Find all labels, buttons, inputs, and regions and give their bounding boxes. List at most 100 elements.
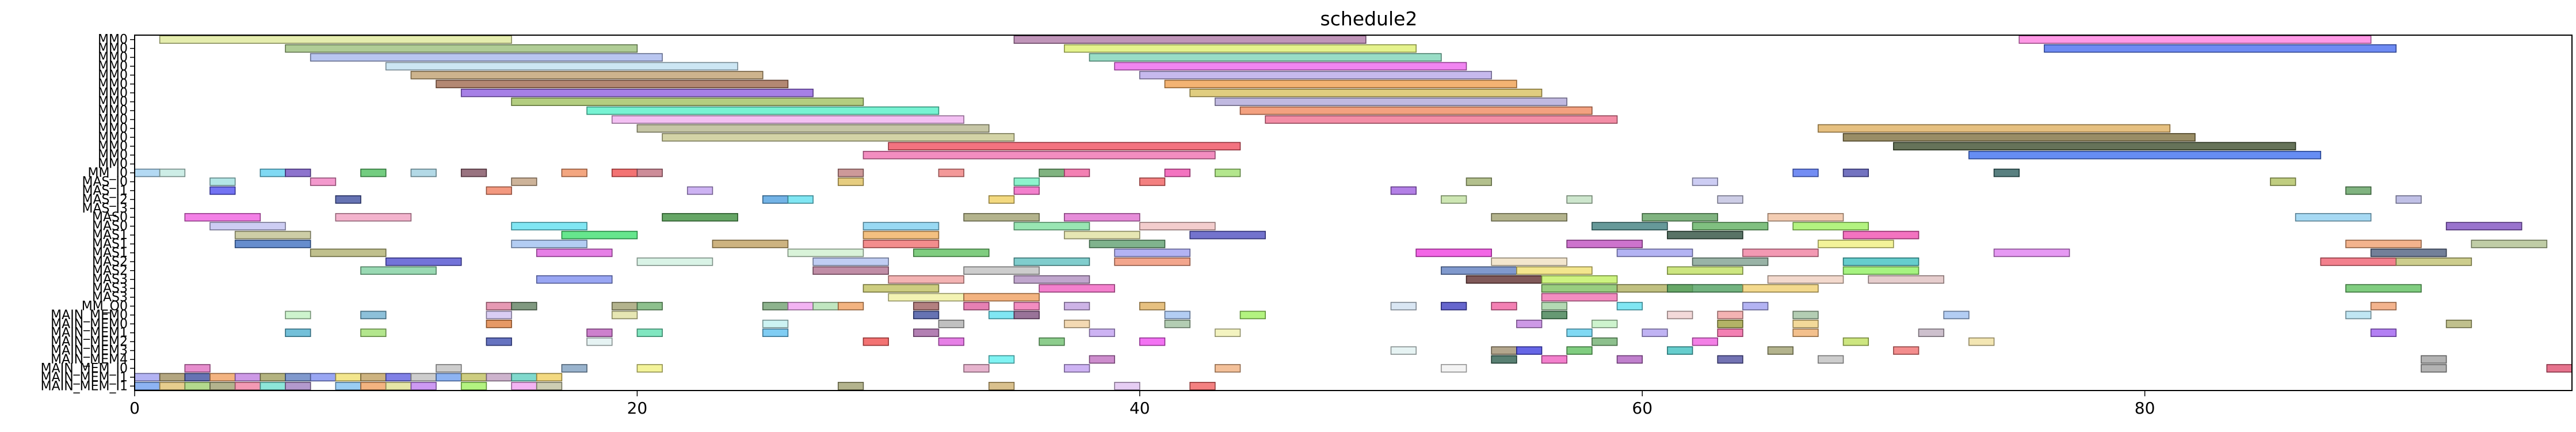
plot-frame [134,35,2573,391]
task-bar [2370,328,2397,338]
task-bar [536,382,563,391]
task-bar [1566,346,1593,355]
task-bar [1516,346,1543,355]
task-bar [1616,248,1693,257]
task-bar [2471,240,2548,248]
task-bar [837,168,864,177]
task-bar [636,364,663,373]
task-bar [1842,266,1919,275]
task-bar [1792,310,1819,320]
task-bar [888,142,1241,151]
task-bar [1189,88,1543,97]
task-bar [234,230,311,240]
task-bar [285,168,311,177]
y-tick-label: MM0 [98,86,128,100]
task-bar [1491,355,1517,364]
task-bar [1139,222,1216,230]
x-tick-label: 80 [2135,399,2155,418]
task-bar [762,320,789,328]
task-bar [2546,364,2573,373]
task-bar [460,373,487,382]
task-bar [762,195,789,204]
task-bar [209,186,236,195]
task-bar [1063,44,1417,53]
task-bar [1842,230,1919,240]
task-bar [1139,337,1166,346]
task-bar [134,168,161,177]
task-bar [1667,346,1693,355]
task-bar [1692,257,1769,266]
task-bar [913,302,940,310]
y-tick-label: MM0 [98,148,128,162]
task-bar [1239,310,1266,320]
task-bar [1114,62,1467,71]
task-bar [586,328,613,338]
task-bar [636,257,713,266]
task-bar [988,382,1015,391]
task-bar [1818,355,1844,364]
task-bar [762,302,789,310]
task-bar [1215,97,1567,106]
task-bar [1818,124,2171,133]
task-bar [1968,337,1995,346]
task-bar [1089,328,1115,338]
task-bar [888,293,964,302]
task-bar [159,382,186,391]
chart-title: schedule2 [1321,7,1418,30]
task-bar [159,373,186,382]
task-bar [1089,53,1442,62]
task-bar [1592,222,1668,230]
task-bar [335,382,361,391]
task-bar [1415,248,1492,257]
task-bar [360,310,387,320]
task-bar [636,302,663,310]
y-tick-label: MAS3 [92,282,128,296]
task-bar [1893,346,1919,355]
task-bar [285,328,311,338]
task-bar [611,115,964,124]
task-bar [1918,328,1945,338]
task-bar [1717,320,1743,328]
task-bar [1692,177,1719,186]
task-bar [1239,106,1593,115]
task-bar [1642,213,1719,222]
task-bar [360,373,387,382]
task-bar [1566,328,1593,338]
task-bar [963,364,990,373]
task-bar [1541,293,1618,302]
task-bar [2395,257,2472,266]
task-bar [335,213,412,222]
task-bar [1717,355,1743,364]
task-bar [762,328,789,338]
task-bar [234,240,311,248]
task-bar [2395,195,2422,204]
task-bar [1265,115,1618,124]
task-bar [1541,355,1567,364]
task-bar [837,177,864,186]
task-bar [636,328,663,338]
task-bar [310,53,663,62]
task-bar [1491,257,1567,266]
task-bar [511,97,864,106]
task-bar [285,373,311,382]
y-tick-label: MM0 [98,139,128,154]
task-bar [586,337,613,346]
y-tick-label: MAS2 [92,255,128,269]
y-tick-label: MM0 [98,59,128,74]
y-axis: MM0MM0MM0MM0MM0MM0MM0MM0MM0MM0MM0MM0MM0M… [41,33,135,393]
x-tick-label: 40 [1129,399,1150,418]
task-bar [1893,142,2296,151]
task-bar [486,186,512,195]
y-tick-label: MM0 [98,51,128,65]
task-bar [812,257,889,266]
y-tick-label: MM_I0 [88,166,128,180]
task-bar [1164,168,1190,177]
task-bar [285,310,311,320]
task-bar [1842,337,1869,346]
y-tick-label: MM0 [98,104,128,118]
task-bar [1516,320,1543,328]
task-bar [511,222,587,230]
y-tick-label: MM0 [98,68,128,82]
task-bar [1943,310,1970,320]
task-bar [1616,302,1643,310]
